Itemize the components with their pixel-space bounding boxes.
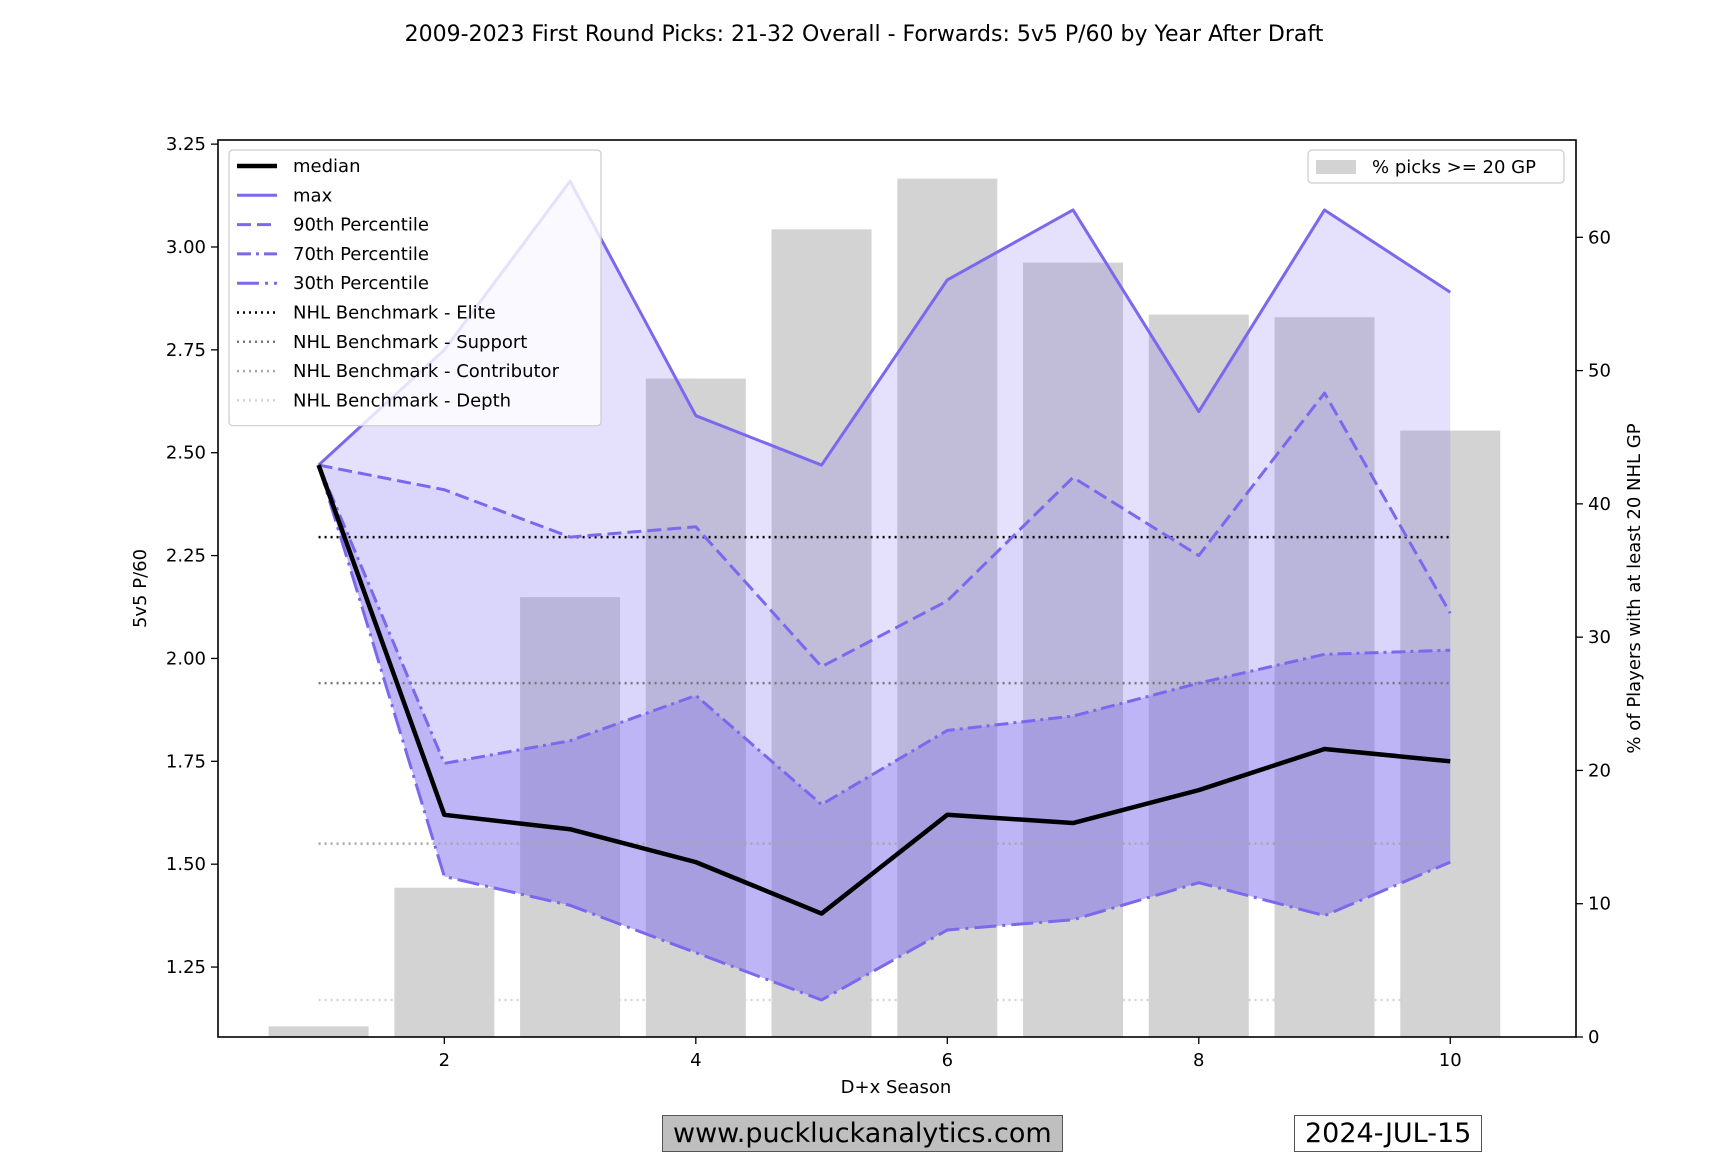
y2-tick-label-0: 0 [1588,1027,1599,1048]
y-tick-label-3-25: 3.25 [166,134,206,155]
series-line-median [316,464,1451,916]
legend-right-frame [1307,149,1565,184]
bar-d3 [520,597,621,1037]
legend-label-bars: % picks >= 20 GP [1372,157,1536,178]
legend-label-90th-percentile: 90th Percentile [293,215,429,236]
y-tick-label-2-25: 2.25 [166,546,206,567]
footer-date: 2024-JUL-15 [1294,1115,1483,1152]
legend-label-median: median [293,156,360,177]
y-tick-label-1-25: 1.25 [166,957,206,978]
x-tick-label-8: 8 [1193,1050,1204,1071]
band-70th-30th [318,465,1451,1000]
legend-label-70th-percentile: 70th Percentile [293,244,429,265]
x-axis-label: D+x Season [841,1077,952,1098]
y2-tick-label-50: 50 [1588,361,1611,382]
legend-label-nhl-benchmark-contributor: NHL Benchmark - Contributor [293,361,560,382]
x-tick-label-10: 10 [1439,1050,1462,1071]
y2-axis-label: % of Players with at least 20 NHL GP [1624,423,1645,753]
y-tick-label-1-75: 1.75 [166,751,206,772]
legend-label-nhl-benchmark-support: NHL Benchmark - Support [293,332,527,353]
benchmark-layer [318,535,1451,1002]
bar-d10 [1400,430,1501,1037]
band-70th-30th-overlay [318,465,1451,1000]
bar-d7 [1023,262,1124,1037]
series-line-30th-percentile [317,464,1451,1002]
y-tick-label-3-00: 3.00 [166,237,206,258]
y-tick-label-1-50: 1.50 [166,854,206,875]
y2-tick-label-20: 20 [1588,760,1611,781]
legend-left: median max 90th Percentile 70th Percentile 3… [228,149,602,427]
legend-left-frame [228,149,602,427]
bar-d6 [897,178,998,1038]
chart-title: 2009-2023 First Round Picks: 21-32 Overa… [405,22,1324,47]
x-tick-label-6: 6 [942,1050,953,1071]
y-tick-label-2-50: 2.50 [166,443,206,464]
y2-tick-label-40: 40 [1588,494,1611,515]
y-tick-label-2-75: 2.75 [166,340,206,361]
band-90th-70th [318,393,1451,805]
bar-d1 [268,1026,369,1037]
legend-label-nhl-benchmark-elite: NHL Benchmark - Elite [293,303,496,324]
legend-right: % picks >= 20 GP [1307,149,1565,184]
y-axis-label: 5v5 P/60 [130,549,151,628]
y-tick-label-2-00: 2.00 [166,648,206,669]
legend-label-max: max [293,185,333,206]
y2-tick-label-60: 60 [1588,227,1611,248]
axis-layer: 2 4 6 8 10 1.25 1.50 1.75 2.00 2.25 2.50 2.75 3.00 3.… [166,134,1611,1071]
legend-label-30th-percentile: 30th Percentile [293,273,429,294]
bar-d5 [771,229,872,1037]
plot-frame [217,139,1577,1038]
bar-d2 [394,887,495,1037]
x-tick-label-2: 2 [439,1050,450,1071]
series-line-70th-percentile [317,464,1451,807]
footer-website: www.puckluckanalytics.com [662,1115,1063,1152]
bars-layer [268,178,1501,1038]
y2-tick-label-10: 10 [1588,894,1611,915]
legend-swatch-bars [1316,160,1356,174]
y2-tick-label-30: 30 [1588,627,1611,648]
x-tick-label-4: 4 [690,1050,701,1071]
legend-label-nhl-benchmark-depth: NHL Benchmark - Depth [293,390,511,411]
series-line-90th-percentile [318,391,1452,669]
